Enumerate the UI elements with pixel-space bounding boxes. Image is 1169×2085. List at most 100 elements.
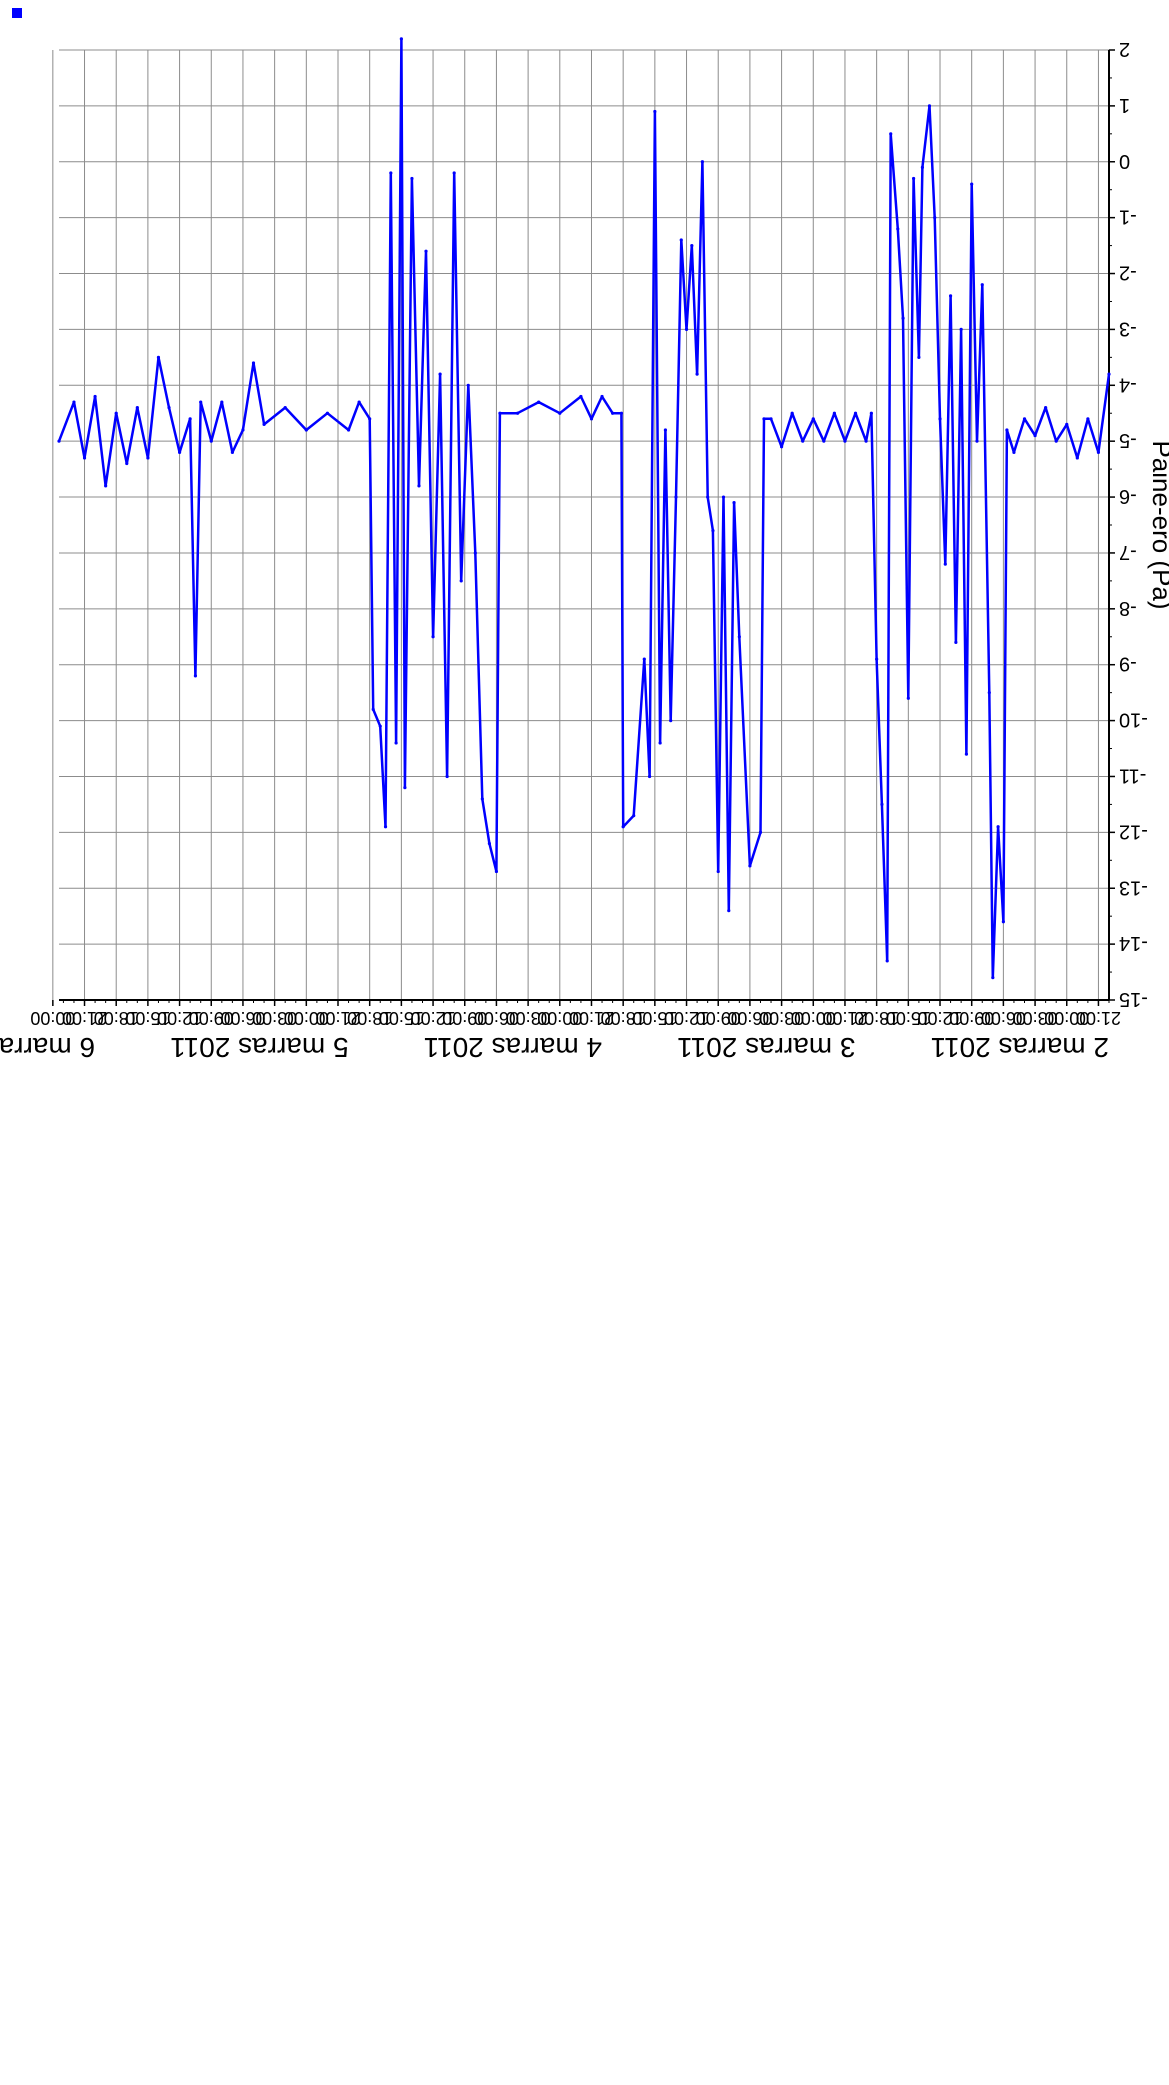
data-point	[706, 495, 710, 499]
x-tick-labels: 21:0000:0003:0006:0009:0012:0015:0018:00…	[30, 1008, 1121, 1028]
data-point	[515, 411, 520, 415]
y-tick-label: -3	[1119, 317, 1137, 339]
data-point	[304, 428, 308, 432]
date-label: 3 marras 2011	[677, 1032, 855, 1063]
y-tick-label: -11	[1119, 764, 1146, 786]
data-point	[920, 165, 925, 169]
data-point	[1012, 450, 1016, 454]
date-label: 2 marras 2011	[931, 1032, 1109, 1063]
data-point	[762, 417, 766, 421]
data-point	[1022, 417, 1027, 421]
data-point	[193, 674, 198, 678]
data-point	[991, 976, 995, 980]
data-point	[199, 400, 203, 404]
data-point	[700, 160, 704, 164]
data-point	[403, 786, 407, 790]
data-point	[716, 869, 720, 874]
y-tick-label: -2	[1119, 262, 1137, 284]
data-point	[853, 411, 858, 415]
x-tick-label: 06:00	[981, 1008, 1026, 1028]
data-point	[790, 411, 794, 415]
data-point	[679, 238, 683, 242]
series-line	[57, 37, 1111, 979]
data-point	[996, 825, 1000, 829]
data-point	[964, 752, 969, 756]
data-point	[621, 825, 625, 829]
x-tick-label: 09:00	[696, 1008, 741, 1028]
x-tick-label: 06:00	[727, 1008, 772, 1028]
y-tick-label: -5	[1119, 429, 1137, 451]
y-tick-label: -6	[1119, 485, 1137, 507]
x-tick-label: 12:00	[157, 1008, 202, 1028]
y-tick-label: 2	[1119, 38, 1130, 60]
x-tick-label: 00:00	[1044, 1008, 1089, 1028]
y-tick-label: -4	[1119, 373, 1137, 395]
data-point	[357, 400, 361, 404]
data-point	[732, 501, 736, 505]
data-point	[417, 484, 421, 488]
x-tick-label: 06:00	[474, 1008, 519, 1028]
data-point	[647, 774, 652, 779]
data-point	[896, 227, 900, 231]
x-tick-label: 18:00	[347, 1008, 392, 1028]
data-point	[970, 182, 974, 186]
data-point	[1044, 406, 1048, 410]
x-tick-label: 09:00	[949, 1008, 994, 1028]
x-tick-label: 03:00	[1013, 1008, 1058, 1028]
data-point	[1005, 428, 1009, 432]
data-point	[658, 741, 662, 745]
data-point	[1065, 422, 1069, 427]
data-point	[394, 741, 398, 745]
x-tick-label: 21:00	[822, 1008, 867, 1028]
data-point	[980, 283, 984, 287]
x-tick-label: 12:00	[917, 1008, 962, 1028]
x-tick-label: 15:00	[379, 1008, 424, 1028]
x-tick-label: 00:00	[284, 1008, 329, 1028]
x-tick-label: 03:00	[506, 1008, 551, 1028]
data-point	[959, 327, 963, 332]
x-tick-label: 03:00	[252, 1008, 297, 1028]
x-tick-label: 00:00	[537, 1008, 582, 1028]
data-point	[727, 908, 731, 913]
data-point	[487, 841, 491, 846]
y-tick-labels: 2 1 0 -1 -2 -3 -4 -5 -6 -7 -8 -9 -10 -11 -12 -13 -14 -15	[1119, 38, 1148, 1010]
data-point	[822, 439, 826, 443]
data-point	[975, 439, 979, 443]
y-tick-label: -10	[1119, 709, 1148, 731]
data-point	[389, 171, 393, 175]
x-tick-label: 21:00	[569, 1008, 614, 1028]
data-point	[167, 406, 171, 410]
y-tick-label: -14	[1119, 932, 1148, 954]
data-point	[188, 417, 192, 421]
data-point	[906, 696, 910, 700]
data-point	[1075, 456, 1079, 460]
data-point	[93, 394, 97, 399]
x-tick-label: 18:00	[94, 1008, 139, 1028]
y-axis-label: Paine-ero (Pa)	[1147, 440, 1169, 609]
data-point	[558, 411, 562, 415]
data-point	[600, 394, 604, 399]
y-tick-label: -7	[1119, 541, 1137, 563]
data-point	[104, 484, 108, 488]
data-point	[711, 528, 715, 533]
data-point	[758, 830, 763, 834]
data-point	[1086, 417, 1090, 421]
data-point	[669, 718, 673, 723]
data-point	[948, 294, 953, 298]
y-tick-label: -13	[1119, 876, 1148, 898]
data-point	[480, 797, 484, 801]
legend-marker	[12, 8, 22, 18]
data-point	[410, 176, 414, 181]
data-point	[885, 959, 889, 963]
data-point	[473, 551, 477, 555]
data-point	[632, 813, 636, 818]
data-point	[811, 417, 815, 421]
data-point	[241, 428, 245, 432]
data-point	[283, 406, 287, 410]
x-tick-label: 03:00	[759, 1008, 804, 1028]
data-point	[72, 400, 76, 404]
data-point	[864, 439, 868, 443]
data-point	[987, 691, 991, 695]
data-point	[438, 372, 442, 376]
x-tick-label: 12:00	[411, 1008, 456, 1028]
